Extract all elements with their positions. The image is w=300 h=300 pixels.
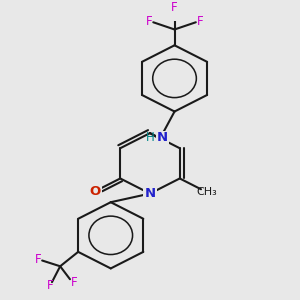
Text: F: F — [70, 276, 77, 289]
Text: F: F — [196, 15, 203, 28]
Text: H: H — [146, 131, 155, 144]
Text: F: F — [146, 15, 153, 28]
Text: N: N — [144, 187, 156, 200]
Text: F: F — [171, 1, 178, 13]
Text: F: F — [47, 279, 54, 292]
Text: F: F — [34, 253, 41, 266]
Text: N: N — [157, 131, 168, 144]
Text: CH₃: CH₃ — [197, 188, 218, 197]
Text: O: O — [90, 184, 101, 198]
